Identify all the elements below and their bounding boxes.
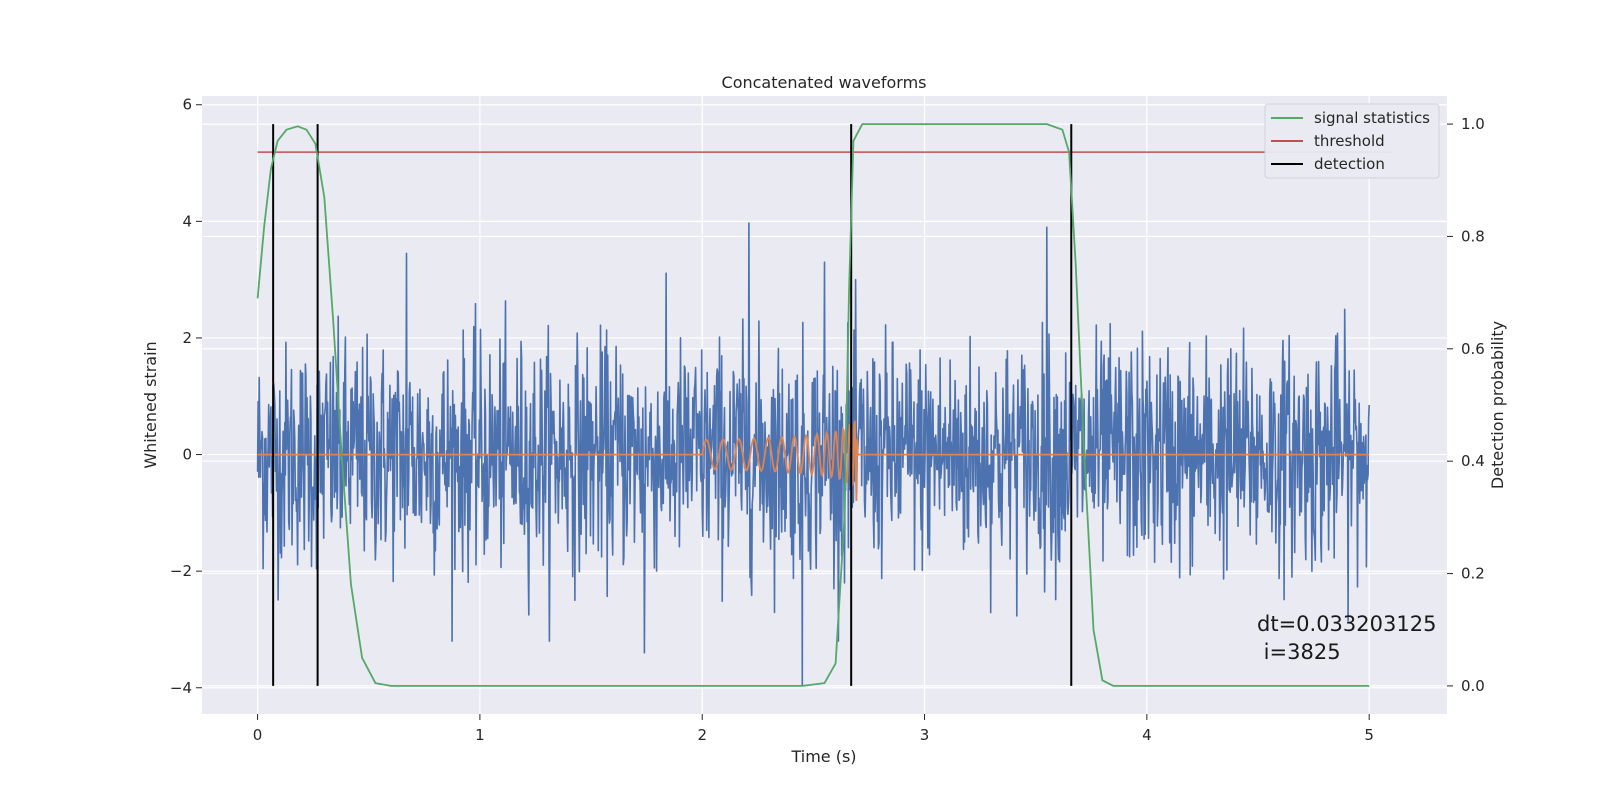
y2-tick-label: 0.6 <box>1461 340 1485 358</box>
x-axis-label: Time (s) <box>790 747 856 766</box>
y2-tick-label: 0.4 <box>1461 452 1485 470</box>
x-tick-label: 4 <box>1142 726 1152 744</box>
chart-title: Concatenated waveforms <box>722 73 927 92</box>
injected-waveform-line <box>257 420 1370 502</box>
legend-label: signal statistics <box>1314 109 1430 127</box>
annotation-dt: dt=0.033203125 <box>1257 612 1436 636</box>
plot-area <box>256 123 1392 687</box>
annotation-i: i=3825 <box>1257 640 1341 664</box>
y2-tick-label: 1.0 <box>1461 115 1485 133</box>
x-tick-label: 5 <box>1364 726 1374 744</box>
x-tick-label: 0 <box>253 726 263 744</box>
legend-label: detection <box>1314 155 1385 173</box>
x-tick-label: 3 <box>920 726 930 744</box>
legend: signal statistics threshold detection <box>1264 103 1440 179</box>
y-tick-label: −4 <box>170 679 192 697</box>
y-tick-label: 0 <box>182 446 192 464</box>
x-tick-label: 2 <box>697 726 707 744</box>
y-tick-label: 4 <box>182 212 192 230</box>
y-tick-label: 6 <box>182 96 192 114</box>
y2-tick-label: 0.0 <box>1461 677 1485 695</box>
x-axis-ticks: 0 1 2 3 4 5 <box>253 714 1374 744</box>
strain-series-line <box>256 222 1370 686</box>
y2-axis-ticks: 0.0 0.2 0.4 0.6 0.8 1.0 <box>1447 115 1485 695</box>
y-tick-label: 2 <box>182 329 192 347</box>
y2-tick-label: 0.8 <box>1461 227 1485 245</box>
y-tick-label: −2 <box>170 562 192 580</box>
y-axis-ticks: −4 −2 0 2 4 6 <box>170 96 202 697</box>
y-axis-label: Whitened strain <box>141 341 160 468</box>
signal-statistics-line <box>256 123 1370 687</box>
legend-label: threshold <box>1314 132 1385 150</box>
x-tick-label: 1 <box>475 726 485 744</box>
y2-axis-label: Detection probability <box>1488 321 1507 489</box>
legend-box <box>1264 103 1440 179</box>
y2-tick-label: 0.2 <box>1461 565 1485 583</box>
